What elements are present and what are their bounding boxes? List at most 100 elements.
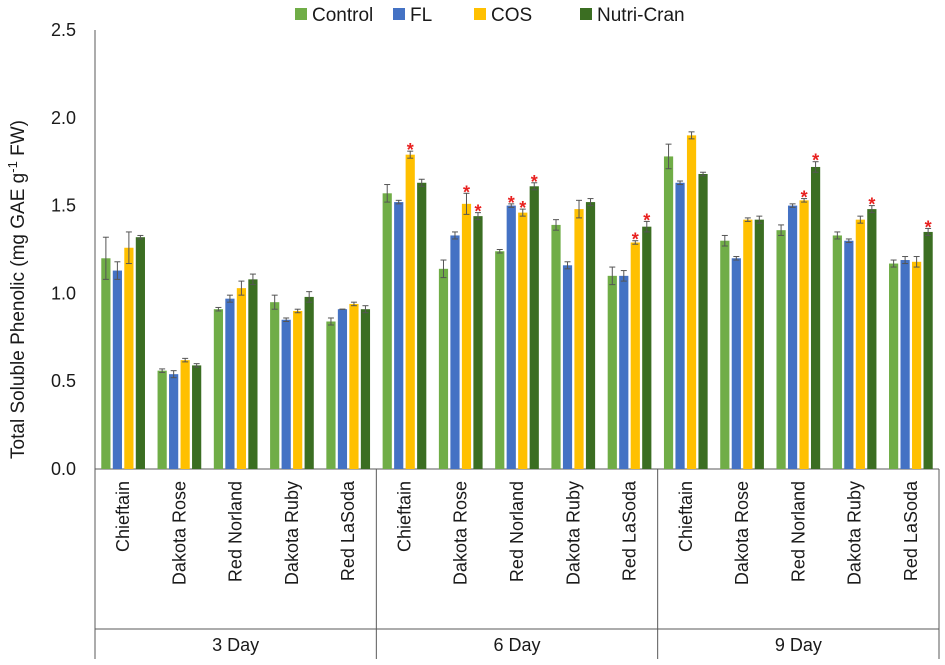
significance-star: *: [812, 151, 819, 171]
x-category-label: Red Norland: [507, 481, 527, 582]
x-group-label: 9 Day: [775, 635, 822, 655]
legend-swatch-cos: [474, 8, 486, 20]
x-category-label: Chieftain: [113, 481, 133, 552]
bar-nutri-cran: [192, 365, 202, 469]
y-tick-label: 2.5: [51, 20, 76, 40]
bar-control: [607, 275, 617, 469]
bar-cos: [799, 200, 809, 469]
x-category-label: Dakota Ruby: [845, 481, 865, 585]
legend-label-nutri-cran: Nutri-Cran: [597, 5, 685, 26]
bar-nutri-cran: [642, 226, 652, 469]
x-category-label: Dakota Rose: [169, 481, 189, 585]
significance-star: *: [508, 193, 515, 213]
bar-control: [776, 230, 786, 469]
bar-cos: [180, 360, 190, 469]
bar-nutri-cran: [810, 166, 821, 469]
bar-control: [438, 268, 449, 469]
x-category-label: Red LaSoda: [620, 480, 640, 581]
significance-star: *: [474, 202, 481, 222]
bar-cos: [518, 212, 528, 469]
legend-swatch-control: [295, 8, 307, 20]
significance-star: *: [801, 188, 808, 208]
bar-control: [101, 258, 111, 469]
bar-nutri-cran: [529, 186, 539, 469]
bar-fl: [731, 258, 741, 469]
x-category-label: Chieftain: [676, 481, 696, 552]
significance-star: *: [632, 230, 639, 250]
legend-label-fl: FL: [410, 5, 432, 26]
y-tick-label: 0.5: [51, 371, 76, 391]
bar-fl: [787, 205, 798, 469]
x-group-label: 3 Day: [212, 635, 259, 655]
x-category-label: Dakota Ruby: [282, 481, 302, 585]
bar-nutri-cran: [923, 231, 933, 469]
bar-control: [720, 240, 730, 469]
bar-cos: [349, 303, 359, 469]
y-axis-title: Total Soluble Phenolic (mg GAE g-1 FW): [5, 120, 30, 459]
bar-nutri-cran: [304, 296, 314, 469]
significance-star: *: [868, 195, 875, 215]
bar-cos: [912, 261, 922, 469]
bar-control: [832, 235, 842, 469]
bar-cos: [686, 135, 697, 470]
bar-fl: [225, 298, 235, 469]
bar-fl: [450, 235, 460, 469]
bar-fl: [281, 319, 291, 469]
bar-fl: [675, 182, 685, 469]
bar-control: [495, 251, 505, 469]
x-category-label: Red Norland: [226, 481, 246, 582]
bar-cos: [236, 288, 247, 469]
bar-cos: [293, 310, 303, 469]
bar-fl: [900, 260, 910, 469]
bar-control: [326, 321, 336, 469]
bar-control: [663, 156, 674, 469]
bar-control: [382, 193, 392, 470]
bar-cos: [405, 154, 415, 469]
bar-control: [551, 224, 561, 469]
y-tick-label: 2.0: [51, 108, 76, 128]
bar-nutri-cran: [585, 202, 596, 469]
bar-fl: [112, 270, 122, 469]
bar-fl: [337, 309, 348, 469]
bar-cos: [574, 209, 584, 469]
bar-cos: [461, 203, 472, 469]
significance-star: *: [531, 172, 538, 192]
bar-control: [270, 302, 280, 469]
y-tick-label: 0.0: [51, 459, 76, 479]
bar-control: [213, 309, 224, 469]
bar-nutri-cran: [754, 219, 764, 469]
bar-fl: [169, 374, 179, 469]
bar-fl: [506, 205, 516, 469]
significance-star: *: [925, 217, 932, 237]
bar-fl: [844, 240, 854, 469]
bar-nutri-cran: [473, 216, 483, 469]
legend-label-cos: COS: [491, 5, 532, 26]
bar-nutri-cran: [698, 173, 708, 469]
bar-control: [889, 263, 899, 469]
x-category-label: Dakota Rose: [451, 481, 471, 585]
x-category-label: Dakota Ruby: [563, 481, 583, 585]
y-tick-label: 1.5: [51, 196, 76, 216]
x-category-label: Red LaSoda: [338, 480, 358, 581]
bar-cos: [855, 219, 865, 469]
bar-fl: [619, 275, 629, 469]
legend-swatch-fl: [393, 8, 405, 20]
x-category-label: Red LaSoda: [901, 480, 921, 581]
legend-swatch-nutri-cran: [580, 8, 592, 20]
significance-star: *: [463, 182, 470, 202]
bar-cos: [124, 247, 134, 469]
bar-control: [157, 370, 167, 469]
bar-fl: [562, 265, 573, 469]
bar-nutri-cran: [135, 237, 145, 469]
x-category-label: Chieftain: [394, 481, 414, 552]
bar-nutri-cran: [867, 209, 877, 469]
significance-star: *: [519, 198, 526, 218]
significance-star: *: [407, 140, 414, 160]
bar-nutri-cran: [248, 279, 258, 469]
y-tick-label: 1.0: [51, 283, 76, 303]
legend-label-control: Control: [312, 5, 373, 26]
bar-nutri-cran: [360, 309, 371, 469]
bar-fl: [394, 202, 404, 469]
